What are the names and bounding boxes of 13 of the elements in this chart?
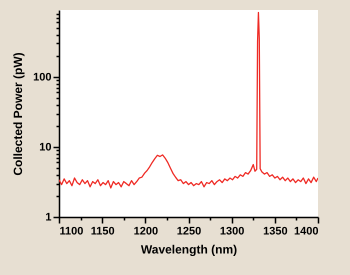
line-series [59,12,318,189]
x-tick-label: 1150 [90,226,115,238]
x-tick-label: 1200 [134,226,158,238]
x-tick-label: 1250 [176,226,202,238]
x-tick-label: 1100 [60,226,84,238]
y-tick-label: 1 [45,212,52,224]
x-tick-label: 1300 [220,226,244,238]
x-tick-label: 1400 [294,226,318,238]
y-axis-title: Collected Power (pW) [11,52,26,176]
y-tick-label: 100 [33,71,52,84]
x-axis-title: Wavelength (nm) [140,242,238,256]
y-tick-label: 10 [39,141,52,154]
x-tick-label: 1350 [263,226,288,238]
